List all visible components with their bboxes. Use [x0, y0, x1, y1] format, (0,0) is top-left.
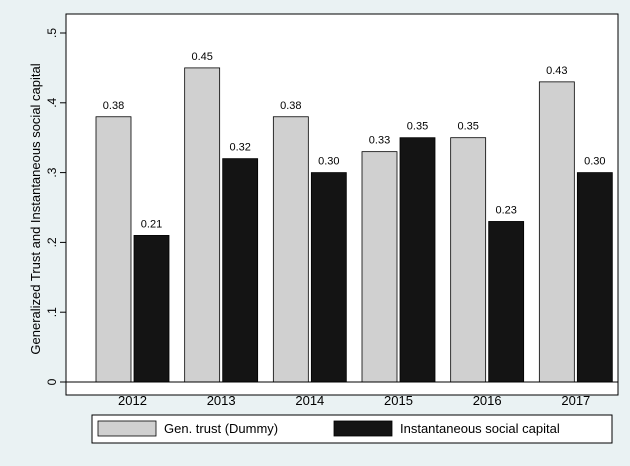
bar-gen-trust: [95, 116, 132, 383]
bar-instantaneous-social-capital: [399, 137, 436, 383]
data-label: 0.30: [584, 156, 605, 168]
legend-swatch-instantaneous-social-capital: [333, 420, 393, 437]
x-tick-label: 2016: [473, 393, 502, 408]
bar-instantaneous-social-capital: [310, 172, 347, 383]
bars: [95, 67, 613, 383]
data-label: 0.30: [318, 156, 339, 168]
x-tick-label: 2015: [384, 393, 413, 408]
y-axis: 0 .1 .2 .3 .4 .5: [45, 28, 66, 385]
data-label: 0.38: [280, 100, 301, 112]
legend-swatch-gen-trust: [97, 420, 157, 437]
data-label: 0.35: [407, 121, 428, 133]
x-tick-label: 2014: [295, 393, 324, 408]
data-label: 0.38: [103, 100, 124, 112]
bar-instantaneous-social-capital: [133, 235, 170, 383]
bar-gen-trust: [272, 116, 309, 383]
y-axis-label: Generalized Trust and Instantaneous soci…: [28, 63, 43, 354]
y-tick-label: .4: [45, 97, 59, 107]
y-tick-label: .1: [45, 307, 59, 317]
bar-gen-trust: [450, 137, 487, 383]
data-label: 0.21: [141, 218, 162, 230]
bar-instantaneous-social-capital: [222, 158, 259, 383]
data-label: 0.35: [457, 121, 478, 133]
data-label: 0.45: [191, 51, 212, 63]
value-labels: 0.38 0.21 0.45 0.32 0.38 0.30 0.33 0.35 0.35 0.23…: [103, 51, 606, 231]
x-tick-label: 2012: [118, 393, 147, 408]
y-tick-label: .3: [45, 167, 59, 177]
data-label: 0.23: [495, 204, 516, 216]
legend-label-gen-trust: Gen. trust (Dummy): [164, 421, 278, 436]
x-tick-label: 2013: [207, 393, 236, 408]
bar-instantaneous-social-capital: [488, 221, 525, 383]
data-label: 0.43: [546, 65, 567, 77]
legend: Gen. trust (Dummy) Instantaneous social c…: [91, 414, 613, 444]
y-tick-label: .5: [45, 28, 59, 38]
x-axis: 2012 2013 2014 2015 2016 2017: [66, 381, 618, 408]
y-tick-label: .2: [45, 237, 59, 247]
data-label: 0.33: [369, 135, 390, 147]
bar-gen-trust: [538, 81, 575, 383]
legend-label-instantaneous-social-capital: Instantaneous social capital: [400, 421, 560, 436]
bar-instantaneous-social-capital: [576, 172, 613, 383]
y-tick-label: 0: [45, 378, 59, 385]
data-label: 0.32: [229, 142, 250, 154]
bar-gen-trust: [361, 151, 398, 383]
x-tick-label: 2017: [561, 393, 590, 408]
bar-gen-trust: [184, 67, 221, 383]
